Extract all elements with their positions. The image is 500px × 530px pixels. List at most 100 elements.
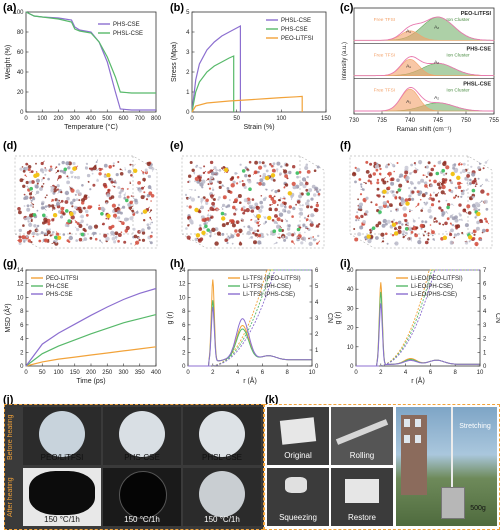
atom (445, 199, 448, 202)
bond (390, 162, 394, 166)
atom (44, 205, 48, 208)
atom (65, 161, 70, 166)
atom (314, 208, 319, 213)
panel-label-a: (a) (3, 2, 17, 14)
label-ion-cluster: Ion Cluster (446, 17, 470, 23)
atom (190, 197, 195, 202)
bond (36, 186, 39, 189)
atom (458, 218, 461, 221)
atom (209, 175, 214, 180)
y-axis-label: MSD (Å²) (3, 303, 12, 332)
atom (360, 183, 363, 186)
bond (71, 202, 73, 205)
bond (479, 238, 482, 241)
subpanel-title: PHSL-CSE (463, 82, 491, 88)
atom (448, 188, 452, 192)
sulfur-atom (106, 173, 111, 178)
fluorine-atom (248, 187, 252, 191)
atom (410, 230, 414, 234)
atom (49, 168, 53, 172)
atom (40, 168, 43, 172)
atom (247, 225, 251, 229)
x-tick-label: 6 (261, 370, 265, 376)
atom (462, 162, 466, 166)
atom (308, 241, 313, 246)
atom (247, 200, 252, 205)
atom (382, 201, 387, 206)
atom (117, 203, 121, 207)
atom (117, 186, 121, 190)
bond (108, 166, 111, 169)
series-line-0 (25, 346, 157, 367)
x-tick-label: 740 (405, 118, 416, 124)
bond (145, 169, 148, 173)
atom (300, 241, 304, 245)
sulfur-atom (456, 175, 461, 180)
x-tick-label: 300 (70, 116, 81, 122)
atom (478, 219, 483, 224)
bond (249, 204, 253, 207)
atom (310, 221, 314, 224)
chart-g: 0 50 100 150 200 250 300 350 400 0 2 4 6 8 10 12 14 Time … (3, 268, 162, 385)
atom (387, 186, 391, 190)
bond (204, 200, 207, 204)
bond (21, 178, 25, 181)
atom (272, 199, 277, 205)
atom (474, 177, 477, 180)
atom (466, 182, 469, 184)
atom (464, 241, 469, 245)
atom (295, 203, 297, 206)
label-heat-3: 150 °C/1h (204, 515, 240, 524)
atom (305, 164, 308, 167)
atom (232, 180, 236, 184)
atom (271, 219, 275, 222)
atom (144, 168, 148, 172)
bond (289, 225, 291, 228)
bond (47, 232, 50, 236)
atom (200, 197, 204, 202)
y-tick-label: 4 (20, 337, 24, 343)
sulfur-atom (405, 201, 410, 206)
atom (408, 194, 412, 198)
atom (450, 228, 454, 233)
bond (389, 173, 392, 176)
atom (186, 205, 189, 207)
atom (218, 185, 222, 189)
row-label-before: Before heating (7, 414, 14, 460)
atom (250, 206, 253, 210)
cn-curve-0 (356, 269, 480, 367)
atom (36, 224, 40, 228)
bond (203, 170, 207, 174)
membrane-peo-before (39, 411, 85, 457)
atom (233, 212, 237, 216)
atom (483, 199, 488, 204)
bond (140, 170, 144, 173)
atom (211, 227, 216, 232)
bond (218, 233, 221, 237)
bond (43, 232, 46, 235)
bond (277, 217, 279, 220)
atom (356, 211, 359, 214)
bond (390, 224, 392, 227)
bond (364, 199, 366, 203)
atom (150, 200, 152, 202)
atom (216, 208, 219, 211)
x-tick-label: 0 (354, 370, 358, 376)
atom (466, 174, 470, 178)
atom (485, 228, 489, 233)
bond (241, 218, 244, 222)
bond (409, 238, 412, 242)
atom (358, 205, 363, 210)
atom (466, 204, 471, 209)
bond (110, 226, 113, 229)
x-tick-label: 50 (233, 116, 240, 122)
bond (43, 207, 47, 211)
bond (35, 192, 38, 196)
atom (417, 181, 421, 185)
atom (442, 173, 446, 176)
bond (74, 226, 78, 230)
bond (207, 213, 210, 216)
atom (375, 168, 379, 172)
atom (316, 201, 319, 204)
atom (394, 241, 399, 246)
